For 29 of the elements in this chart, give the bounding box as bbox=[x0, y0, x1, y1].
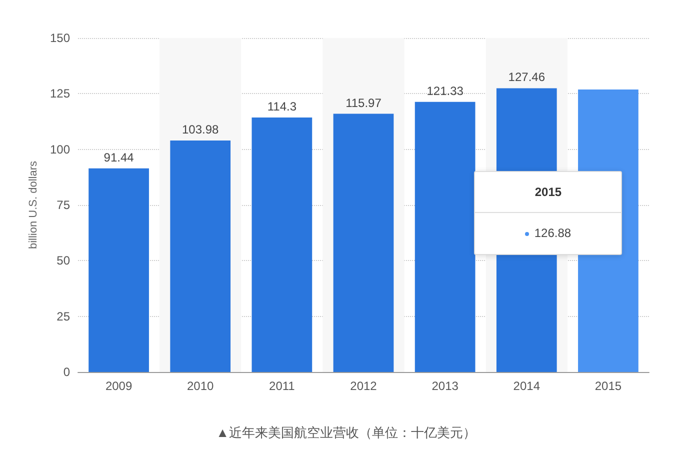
x-tick-label: 2014 bbox=[513, 379, 540, 393]
data-label: 91.44 bbox=[104, 150, 134, 164]
y-tick-label: 150 bbox=[50, 31, 70, 45]
bar bbox=[88, 168, 149, 372]
x-tick-label: 2010 bbox=[187, 379, 214, 393]
y-tick-label: 50 bbox=[56, 254, 70, 268]
data-label: 127.46 bbox=[508, 70, 546, 84]
data-label: 114.3 bbox=[267, 99, 297, 114]
annotation: 2015 bbox=[475, 172, 622, 213]
bar bbox=[252, 117, 312, 372]
data-label: 103.98 bbox=[182, 122, 220, 136]
y-axis-title: billion U.S. dollars bbox=[28, 160, 40, 250]
data-label: 121.33 bbox=[426, 84, 464, 98]
y-tick-label: 100 bbox=[50, 142, 70, 156]
text: ▲近年来美国航空业营收（单位：十亿美元） bbox=[215, 424, 477, 442]
x-tick-label: 2009 bbox=[105, 379, 132, 393]
y-tick-label: 0 bbox=[63, 365, 70, 379]
y-tick-label: 25 bbox=[56, 309, 70, 324]
y-tick-label: 75 bbox=[56, 198, 70, 212]
x-tick-label: 2012 bbox=[350, 379, 378, 393]
x-tick-label: 2013 bbox=[432, 379, 459, 393]
annotation: 126.88 bbox=[533, 224, 572, 242]
bar bbox=[170, 140, 231, 372]
y-tick-label: 125 bbox=[50, 86, 70, 101]
x-tick-label: 2011 bbox=[269, 379, 296, 393]
data-label: 115.97 bbox=[346, 96, 382, 110]
x-tick-label: 2015 bbox=[594, 379, 622, 393]
tooltip: 2015 126.88 bbox=[474, 170, 622, 255]
bar bbox=[414, 102, 476, 372]
